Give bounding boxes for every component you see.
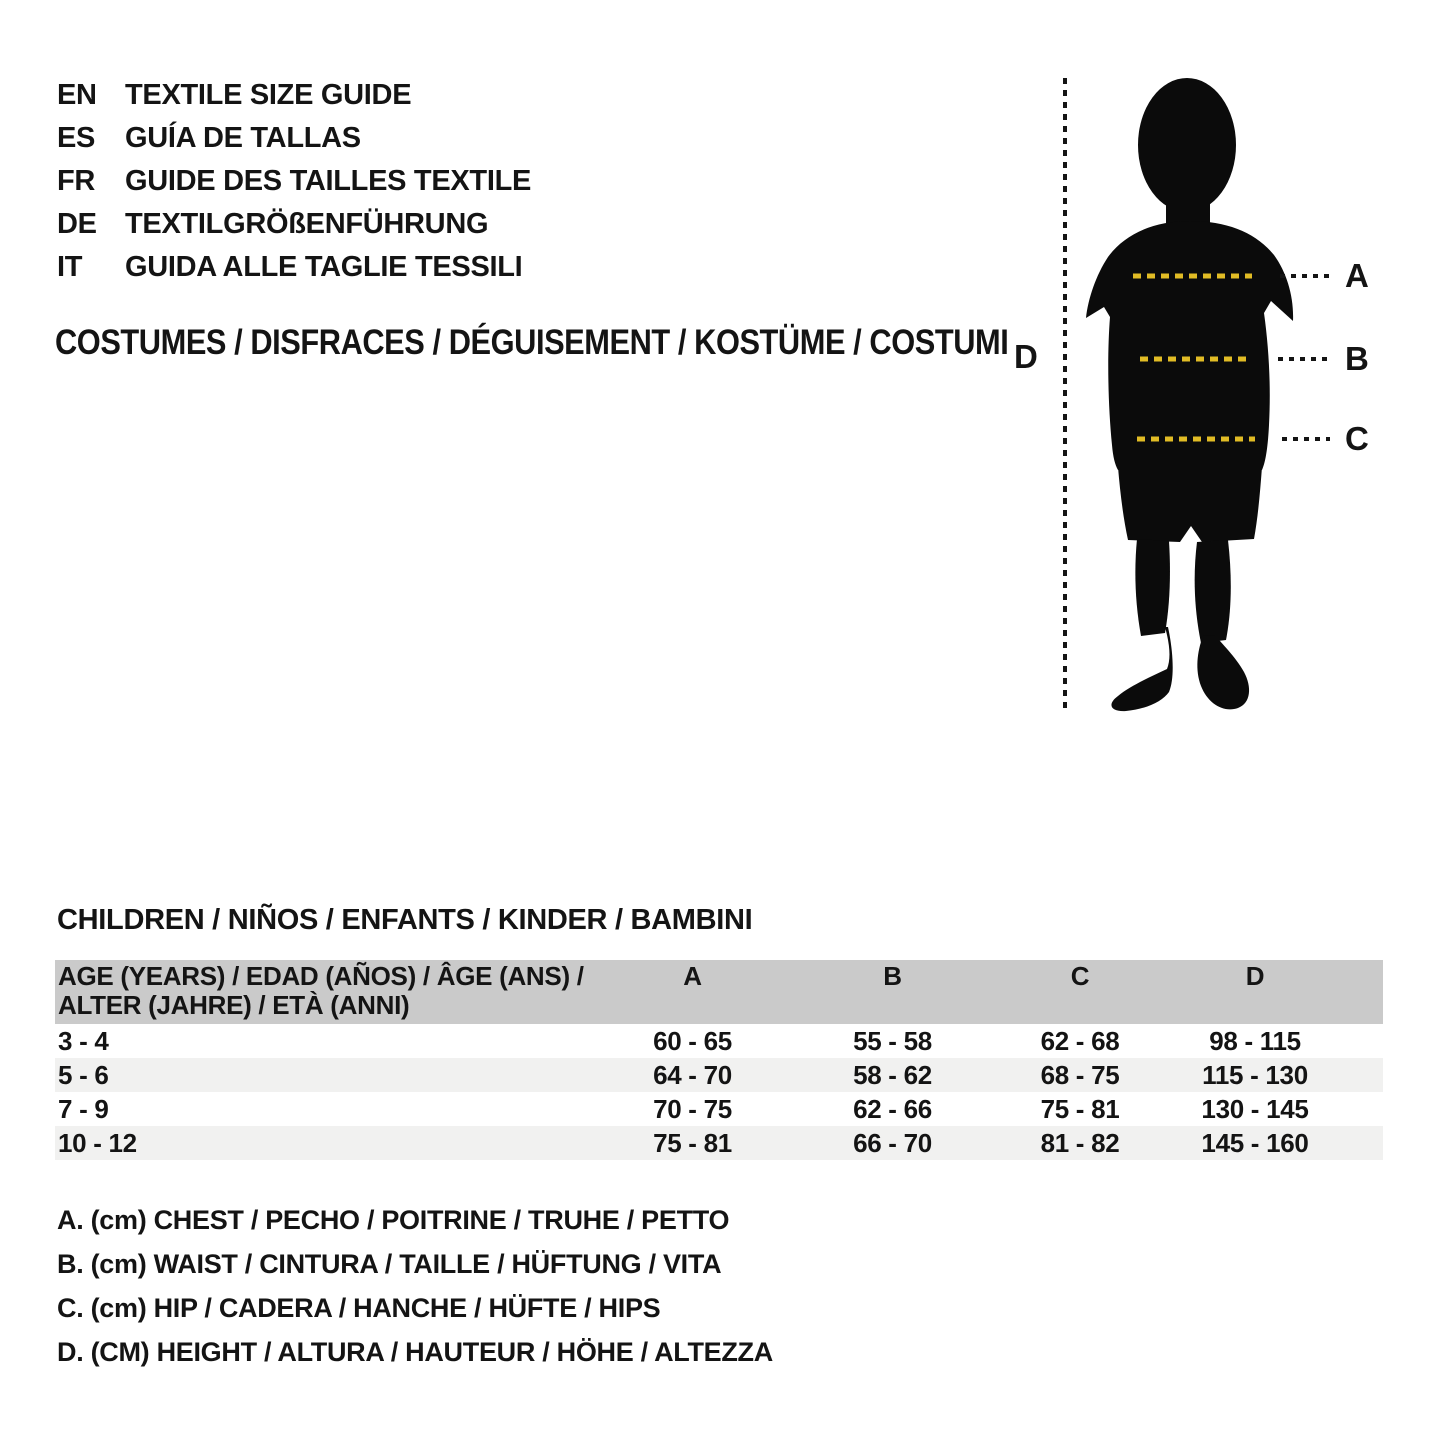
silhouette-right-shoe: [1197, 635, 1250, 710]
table-row-age-10-12: 10 - 12 75 - 81 66 - 70 81 - 82 145 - 16…: [55, 1126, 1383, 1160]
hip-cell: 81 - 82: [1040, 1128, 1120, 1158]
age-cell: 7 - 9: [58, 1094, 109, 1124]
language-title-es: GUÍA DE TALLAS: [125, 122, 361, 154]
language-title-de: TEXTILGRÖßENFÜHRUNG: [125, 208, 489, 240]
silhouette-head: [1138, 78, 1236, 212]
language-row-es: ES GUÍA DE TALLAS: [57, 117, 531, 160]
chest-cell: 60 - 65: [653, 1026, 732, 1056]
language-row-fr: FR GUIDE DES TAILLES TEXTILE: [57, 160, 531, 203]
silhouette-left-shoe: [1111, 627, 1173, 712]
silhouette-left-leg: [1135, 539, 1170, 636]
measure-label-a: A: [1345, 257, 1369, 294]
column-header-d: D: [1245, 961, 1265, 991]
height-cell: 98 - 115: [1209, 1026, 1301, 1056]
legend-height: D. (CM) HEIGHT / ALTURA / HAUTEUR / HÖHE…: [57, 1337, 773, 1367]
silhouette-torso: [1086, 221, 1294, 470]
language-code-fr: FR: [57, 165, 96, 197]
hip-cell: 75 - 81: [1040, 1094, 1120, 1124]
children-size-table: AGE (YEARS) / EDAD (AÑOS) / ÂGE (ANS) / …: [55, 960, 1383, 1160]
children-section-title: CHILDREN / NIÑOS / ENFANTS / KINDER / BA…: [57, 904, 753, 936]
age-cell: 10 - 12: [58, 1128, 137, 1158]
silhouette-shorts: [1118, 467, 1262, 542]
legend-chest: A. (cm) CHEST / PECHO / POITRINE / TRUHE…: [57, 1205, 730, 1235]
chest-cell: 70 - 75: [653, 1094, 732, 1124]
language-code-it: IT: [57, 251, 83, 283]
chest-cell: 64 - 70: [653, 1060, 732, 1090]
age-cell: 5 - 6: [58, 1060, 109, 1090]
waist-cell: 62 - 66: [853, 1094, 932, 1124]
language-row-it: IT GUIDA ALLE TAGLIE TESSILI: [57, 246, 531, 289]
language-row-en: EN TEXTILE SIZE GUIDE: [57, 74, 531, 117]
height-cell: 115 - 130: [1202, 1060, 1308, 1090]
waist-cell: 66 - 70: [853, 1128, 932, 1158]
measure-label-c: C: [1345, 420, 1369, 457]
category-heading: COSTUMES / DISFRACES / DÉGUISEMENT / KOS…: [55, 323, 1009, 362]
column-header-a: A: [683, 961, 702, 991]
age-header-line1: AGE (YEARS) / EDAD (AÑOS) / ÂGE (ANS) /: [58, 961, 584, 991]
chest-cell: 75 - 81: [653, 1128, 732, 1158]
height-cell: 130 - 145: [1201, 1094, 1309, 1124]
language-title-en: TEXTILE SIZE GUIDE: [125, 79, 412, 111]
table-row-age-7-9: 7 - 9 70 - 75 62 - 66 75 - 81 130 - 145: [55, 1092, 1383, 1126]
height-measure-line-d: [1063, 78, 1067, 712]
age-header-line2: ALTER (JAHRE) / ETÀ (ANNI): [58, 990, 410, 1020]
child-silhouette-diagram: [1086, 78, 1332, 712]
age-column-header: AGE (YEARS) / EDAD (AÑOS) / ÂGE (ANS) / …: [55, 962, 585, 1020]
age-cell: 3 - 4: [58, 1026, 109, 1056]
measure-legend: A. (cm) CHEST / PECHO / POITRINE / TRUHE…: [57, 1198, 773, 1374]
waist-cell: 55 - 58: [853, 1026, 932, 1056]
language-code-en: EN: [57, 79, 97, 111]
hip-cell: 62 - 68: [1040, 1026, 1120, 1056]
language-title-list: EN TEXTILE SIZE GUIDE ES GUÍA DE TALLAS …: [57, 74, 531, 289]
hip-cell: 68 - 75: [1040, 1060, 1120, 1090]
size-table-header: AGE (YEARS) / EDAD (AÑOS) / ÂGE (ANS) / …: [55, 960, 1383, 1024]
measure-label-d: D: [1014, 338, 1038, 375]
language-row-de: DE TEXTILGRÖßENFÜHRUNG: [57, 203, 531, 246]
language-title-fr: GUIDE DES TAILLES TEXTILE: [125, 165, 532, 197]
legend-hip: C. (cm) HIP / CADERA / HANCHE / HÜFTE / …: [57, 1293, 661, 1323]
language-title-it: GUIDA ALLE TAGLIE TESSILI: [125, 251, 523, 283]
column-header-b: B: [883, 961, 902, 991]
table-row-age-5-6: 5 - 6 64 - 70 58 - 62 68 - 75 115 - 130: [55, 1058, 1383, 1092]
language-code-de: DE: [57, 208, 97, 240]
child-silhouette: [1086, 78, 1294, 712]
legend-waist: B. (cm) WAIST / CINTURA / TAILLE / HÜFTU…: [57, 1249, 722, 1279]
language-code-es: ES: [57, 122, 96, 154]
column-header-c: C: [1070, 961, 1090, 991]
waist-cell: 58 - 62: [853, 1060, 932, 1090]
table-row-age-3-4: 3 - 4 60 - 65 55 - 58 62 - 68 98 - 115: [55, 1024, 1383, 1058]
silhouette-right-leg: [1194, 540, 1231, 643]
measure-label-b: B: [1345, 340, 1369, 377]
height-cell: 145 - 160: [1201, 1128, 1309, 1158]
